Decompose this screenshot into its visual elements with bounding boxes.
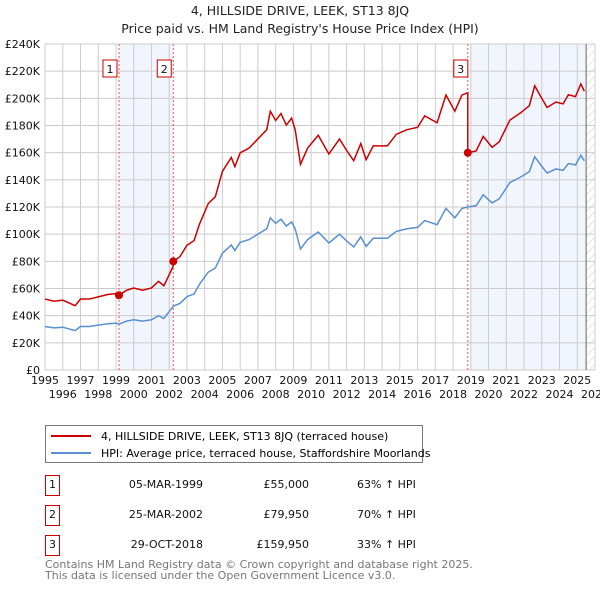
sale-label-box xyxy=(156,59,172,78)
legend-label: HPI: Average price, terraced house, Staf… xyxy=(101,446,431,460)
chart-title: 4, HILLSIDE DRIVE, LEEK, ST13 8JQ xyxy=(190,3,410,18)
x-tick-label: 2004 xyxy=(191,388,219,401)
sale-number: 2 xyxy=(45,505,60,526)
sale-row: 2 25-MAR-2002 £79,950 70% ↑ HPI xyxy=(45,505,465,526)
x-tick-label: 2021 xyxy=(492,374,520,387)
sale-point xyxy=(114,291,123,300)
x-tick-label: 2019 xyxy=(457,374,485,387)
hpi-line xyxy=(44,153,585,332)
sale-label-box xyxy=(453,59,469,78)
y-tick-label: £20K xyxy=(12,337,41,350)
y-tick-label: £80K xyxy=(12,255,41,268)
sale-point xyxy=(169,257,178,266)
y-tick-label: £180K xyxy=(5,120,41,133)
chart-subtitle: Price paid vs. HM Land Registry's House … xyxy=(121,21,479,36)
y-tick-label: £220K xyxy=(5,65,41,78)
sale-label-number: 1 xyxy=(106,63,113,76)
y-tick-label: £0 xyxy=(26,364,40,377)
y-tick-label: £40K xyxy=(12,310,41,323)
x-tick-label: 2011 xyxy=(315,374,343,387)
x-tick-label: 2016 xyxy=(404,388,432,401)
legend-label: 4, HILLSIDE DRIVE, LEEK, ST13 8JQ (terra… xyxy=(101,429,389,443)
x-tick-label: 2015 xyxy=(386,374,414,387)
legend-item-property: 4, HILLSIDE DRIVE, LEEK, ST13 8JQ (terra… xyxy=(46,428,388,444)
x-tick-label: 2018 xyxy=(439,388,467,401)
sale-price: £79,950 xyxy=(263,508,310,521)
x-tick-label: 2000 xyxy=(120,388,148,401)
sale-label-number: 3 xyxy=(457,63,464,76)
x-tick-label: 2008 xyxy=(262,388,290,401)
y-tick-label: £120K xyxy=(5,201,41,214)
footer-licence: This data is licensed under the Open Gov… xyxy=(45,569,396,582)
x-tick-label: 1996 xyxy=(49,388,77,401)
x-tick-label: 2010 xyxy=(297,388,325,401)
sale-date: 25-MAR-2002 xyxy=(128,508,203,521)
x-tick-label: 2026 xyxy=(581,388,600,401)
x-tick-label: 1998 xyxy=(84,388,112,401)
legend-red-line xyxy=(51,435,91,437)
sale-price: £159,950 xyxy=(256,538,310,551)
x-tick-label: 1999 xyxy=(102,374,130,387)
x-tick-label: 2020 xyxy=(475,388,503,401)
sale-hpi-change: 33% ↑ HPI xyxy=(357,538,416,551)
y-tick-label: £60K xyxy=(12,283,41,296)
y-tick-label: £160K xyxy=(5,147,41,160)
legend-item-hpi: HPI: Average price, terraced house, Staf… xyxy=(46,445,430,461)
sale-date: 05-MAR-1999 xyxy=(128,478,203,491)
price-paid-line xyxy=(44,82,586,307)
x-tick-label: 2024 xyxy=(546,388,574,401)
sale-date: 29-OCT-2018 xyxy=(130,538,203,551)
sale-row: 1 05-MAR-1999 £55,000 63% ↑ HPI xyxy=(45,475,465,496)
x-tick-label: 2007 xyxy=(244,374,272,387)
y-tick-label: £100K xyxy=(5,228,41,241)
y-tick-label: £200K xyxy=(5,92,41,105)
x-tick-label: 2002 xyxy=(155,388,183,401)
sale-hpi-change: 70% ↑ HPI xyxy=(357,508,416,521)
x-tick-label: 1997 xyxy=(66,374,94,387)
x-tick-label: 2023 xyxy=(528,374,556,387)
x-tick-label: 2012 xyxy=(333,388,361,401)
legend: 4, HILLSIDE DRIVE, LEEK, ST13 8JQ (terra… xyxy=(45,425,430,463)
price-chart: 1995199619971998199920002001200220032004… xyxy=(5,38,600,401)
x-tick-label: 2001 xyxy=(137,374,165,387)
x-tick-label: 2014 xyxy=(368,388,396,401)
x-tick-label: 2005 xyxy=(208,374,236,387)
sale-number: 1 xyxy=(45,475,60,496)
x-tick-label: 2009 xyxy=(279,374,307,387)
x-tick-label: 2013 xyxy=(350,374,378,387)
x-tick-label: 2017 xyxy=(421,374,449,387)
y-tick-label: £240K xyxy=(5,38,41,51)
sale-hpi-change: 63% ↑ HPI xyxy=(357,478,416,491)
x-tick-label: 2022 xyxy=(510,388,538,401)
sale-row: 3 29-OCT-2018 £159,950 33% ↑ HPI xyxy=(45,535,465,556)
y-tick-label: £140K xyxy=(5,174,41,187)
sale-label-number: 2 xyxy=(161,63,168,76)
x-tick-label: 1995 xyxy=(31,374,59,387)
sale-label-box xyxy=(102,59,118,78)
x-tick-label: 2025 xyxy=(563,374,591,387)
sale-point xyxy=(463,148,472,157)
legend-blue-line xyxy=(51,452,91,454)
x-tick-label: 2003 xyxy=(173,374,201,387)
sale-price: £55,000 xyxy=(263,478,310,491)
sale-number: 3 xyxy=(45,535,60,556)
x-tick-label: 2006 xyxy=(226,388,254,401)
footer-copyright: Contains HM Land Registry data © Crown c… xyxy=(45,558,473,571)
